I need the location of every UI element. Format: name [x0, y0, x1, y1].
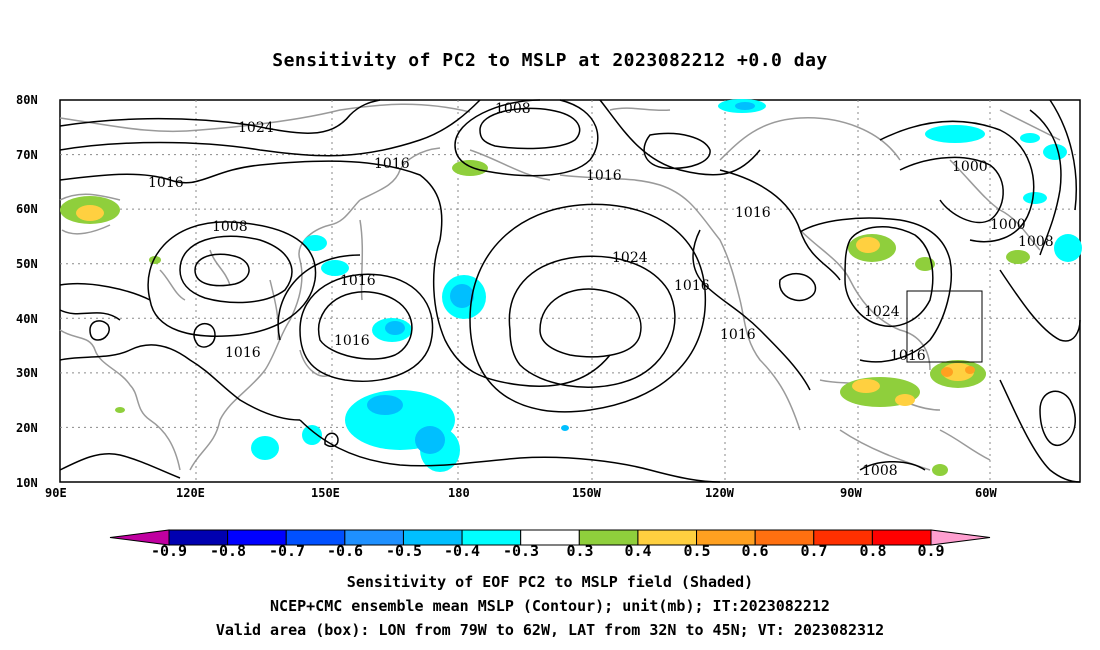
contour-label: 1008	[1018, 234, 1054, 250]
lat-label: 70N	[16, 148, 38, 162]
valid-area-box	[906, 290, 983, 363]
lat-label: 30N	[16, 366, 38, 380]
contour-label: 1008	[212, 219, 248, 235]
colorbar-arrow-right	[930, 529, 991, 546]
contour-label: 1024	[864, 304, 900, 320]
contour-label: 1016	[225, 345, 261, 361]
mslp-contours	[59, 99, 1081, 483]
colorbar-tick: 0.9	[917, 542, 945, 560]
lon-label: 150W	[572, 486, 602, 500]
colorbar-tick: -0.5	[385, 542, 423, 560]
lon-label: 60W	[975, 486, 997, 500]
caption-line-2: NCEP+CMC ensemble mean MSLP (Contour); u…	[270, 597, 830, 615]
contour-label: 1016	[148, 175, 184, 191]
lon-label: 150E	[311, 486, 340, 500]
caption-line-3: Valid area (box): LON from 79W to 62W, L…	[215, 621, 885, 639]
colorbar	[109, 529, 991, 546]
caption-line-1: Sensitivity of EOF PC2 to MSLP field (Sh…	[346, 573, 754, 591]
longitude-labels: 90E 120E 150E 180 150W 120W 90W 60W	[45, 486, 997, 500]
lat-label: 40N	[16, 312, 38, 326]
graticule	[60, 100, 1080, 482]
colorbar-tick: 0.6	[741, 542, 769, 560]
lon-label: 90E	[45, 486, 67, 500]
contour-label: 1016	[720, 327, 756, 343]
colorbar-tick: 0.3	[566, 542, 594, 560]
lat-label: 10N	[16, 476, 38, 490]
contour-labels: 1024 1016 1016 1008 1008 1016 1016 1016 …	[148, 101, 1054, 479]
contour-label: 1024	[612, 250, 648, 266]
lon-label: 120W	[705, 486, 735, 500]
contour-label: 1000	[990, 217, 1026, 233]
colorbar-tick: 0.5	[683, 542, 711, 560]
contour-label: 1016	[340, 273, 376, 289]
contour-label: 1008	[862, 463, 898, 479]
lat-label: 60N	[16, 202, 38, 216]
contour-label: 1016	[674, 278, 710, 294]
contour-label: 1016	[890, 348, 926, 364]
colorbar-tick: -0.8	[209, 542, 247, 560]
contour-label: 1000	[952, 159, 988, 175]
lon-label: 120E	[176, 486, 205, 500]
colorbar-tick: -0.4	[443, 542, 481, 560]
colorbar-tick: -0.7	[268, 542, 306, 560]
colorbar-tick: 0.7	[800, 542, 828, 560]
contour-label: 1016	[735, 205, 771, 221]
lat-label: 80N	[16, 93, 38, 107]
contour-label: 1024	[238, 120, 274, 136]
colorbar-tick: 0.4	[624, 542, 652, 560]
lat-label: 20N	[16, 421, 38, 435]
contour-label: 1016	[586, 168, 622, 184]
colorbar-tick: -0.3	[502, 542, 540, 560]
contour-label: 1016	[374, 156, 410, 172]
colorbar-tick: 0.8	[859, 542, 887, 560]
lat-label: 50N	[16, 257, 38, 271]
sensitivity-shading	[60, 99, 1082, 476]
lon-label: 180	[448, 486, 470, 500]
contour-label: 1008	[495, 101, 531, 117]
map-title: Sensitivity of PC2 to MSLP at 2023082212…	[272, 50, 828, 71]
colorbar-tick: -0.9	[150, 542, 188, 560]
colorbar-tick: -0.6	[326, 542, 364, 560]
contour-label: 1016	[334, 333, 370, 349]
lon-label: 90W	[840, 486, 862, 500]
latitude-labels: 80N 70N 60N 50N 40N 30N 20N 10N	[16, 93, 38, 490]
